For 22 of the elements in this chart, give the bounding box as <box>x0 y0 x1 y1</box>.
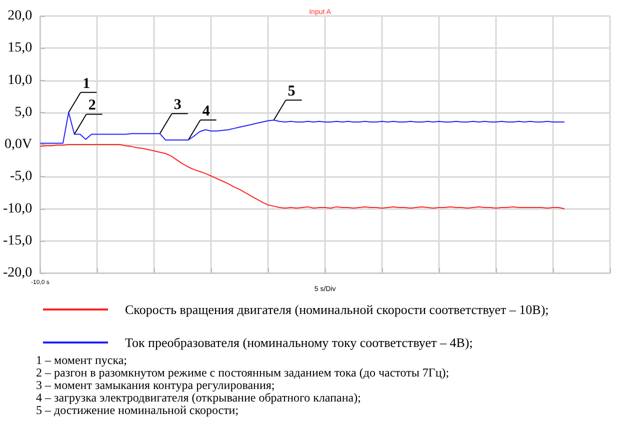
y-tick-label: -20,0 <box>2 266 32 280</box>
text: 1 – момент пуска; <box>36 353 128 367</box>
y-tick-label: 15,0 <box>8 40 32 56</box>
y-tick-label: 0,0V <box>4 137 32 152</box>
text: 4 – загрузка электродвигателя (открывание обратного клапана); <box>36 390 361 404</box>
annotation: 5 <box>288 84 296 100</box>
annotation: 4 <box>202 104 210 120</box>
annotation: 2 <box>88 98 96 114</box>
y-tick-label: 20,0 <box>8 8 32 24</box>
y-tick-label: -15,0 <box>2 233 32 248</box>
text: 5 – достижение номинальной скорости; <box>36 403 239 417</box>
y-tick-label: 10,0 <box>8 72 32 88</box>
legend-label: Скорость вращения двигателя (номинальной скорости соответствует – 10В); <box>125 302 549 317</box>
y-tick-label: -10,0 <box>2 201 32 216</box>
annotation: 1 <box>82 76 90 92</box>
text: 2 – разгон в разомкнутом режиме с постоянным заданием тока (до частоты 7Гц); <box>36 366 450 380</box>
annotation: 3 <box>174 97 182 114</box>
y-tick-label: 5,0 <box>14 104 32 120</box>
line-series <box>40 144 565 210</box>
legend-label: Ток преобразователя (номинальному току соответствует – 4В); <box>125 335 473 350</box>
y-tick-label: -5,0 <box>10 169 32 184</box>
text: 3 – момент замыкания контура регулирования; <box>36 378 275 392</box>
